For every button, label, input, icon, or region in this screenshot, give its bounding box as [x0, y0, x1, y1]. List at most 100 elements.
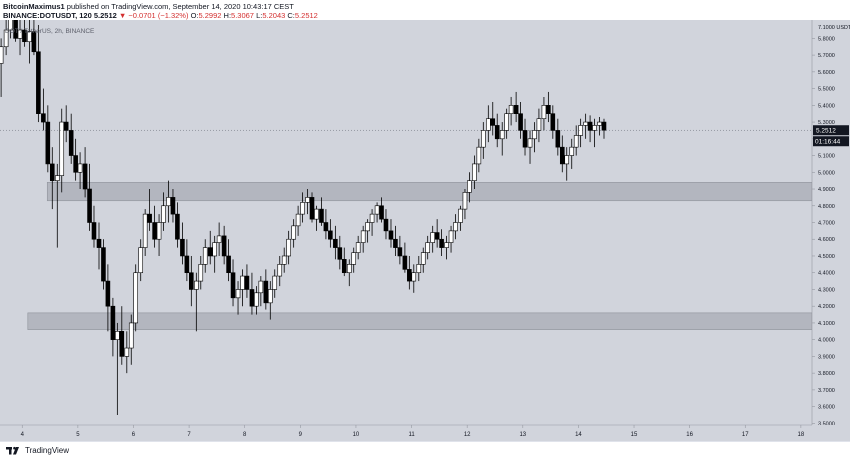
time-axis: 4 5 6 7 8 9 10 11 12 13 14 15 16 17 18 — [0, 424, 850, 441]
time-tick-label: 10 — [353, 432, 360, 438]
candle — [486, 105, 491, 143]
price-tick-label: 5.1000 — [818, 154, 835, 160]
price-tick-label: 3.8000 — [818, 371, 835, 377]
candle — [494, 113, 500, 148]
candle — [194, 272, 199, 332]
candle-body — [573, 135, 579, 148]
ohlc-high-label: H: — [223, 11, 232, 20]
candle — [63, 105, 69, 143]
author-name[interactable]: BitcoinMaximus1 — [3, 2, 65, 11]
candle-body — [411, 272, 417, 282]
candle — [444, 235, 449, 260]
candle — [212, 235, 217, 273]
candle — [379, 197, 384, 223]
candle — [351, 247, 357, 273]
candle-body — [119, 331, 125, 357]
candle-body — [420, 252, 426, 265]
candle — [115, 322, 120, 415]
candle-body — [407, 269, 412, 282]
candle — [573, 125, 579, 156]
candle — [472, 155, 477, 190]
candle — [601, 118, 607, 139]
zones-layer — [27, 182, 813, 330]
candle — [564, 147, 570, 181]
candle-body — [110, 305, 116, 340]
support-zone[interactable] — [27, 312, 813, 330]
candle-body — [142, 213, 148, 248]
candle-body — [369, 213, 375, 223]
price-tick-label: 4.1000 — [818, 321, 835, 327]
ohlc-close: 5.2512 — [294, 11, 318, 20]
price-tick-label: 5.3000 — [818, 120, 835, 126]
candle — [230, 259, 236, 307]
candle-body — [513, 105, 519, 114]
price-tick-label: 4.5000 — [818, 254, 835, 260]
candle — [309, 192, 315, 223]
candle-body — [31, 31, 37, 53]
candle-body — [263, 280, 269, 304]
candle — [481, 122, 486, 159]
candle-body — [346, 264, 352, 274]
candle — [411, 264, 417, 293]
price-axis: 7.1000 USDT 5.8000 5.7000 5.6000 5.5000 5.400… — [811, 20, 850, 427]
candle — [300, 192, 305, 223]
price-tick-label: 5.5000 — [818, 87, 835, 93]
candle — [161, 192, 166, 231]
price-tick-label: 5.4000 — [818, 103, 835, 109]
resistance-support-zone[interactable] — [46, 182, 813, 202]
candle-body — [281, 255, 287, 265]
candle-body — [277, 264, 283, 277]
tradingview-logo[interactable]: TradingView — [6, 446, 69, 455]
candle-body — [59, 121, 65, 176]
candle-body — [180, 238, 185, 257]
candle-body — [319, 208, 324, 223]
candle — [295, 205, 301, 236]
price-tick-label: 5.8000 — [818, 36, 835, 42]
candle — [527, 130, 533, 164]
candle — [448, 225, 454, 253]
candle-body — [91, 222, 97, 240]
tradingview-logo-icon — [6, 446, 19, 455]
candle-body — [504, 113, 509, 131]
candle — [198, 255, 204, 290]
candle — [249, 272, 255, 315]
candle-body — [522, 130, 528, 148]
candle — [522, 118, 528, 156]
candle — [397, 235, 403, 265]
candle-body — [295, 213, 301, 227]
time-tick-label: 7 — [187, 432, 191, 438]
candlestick-chart[interactable]: DOT / TetherUS, 2h, BINANCE 7.1000 USDT 5… — [0, 8, 850, 441]
candle-body — [337, 247, 343, 260]
current-price-text: 5.2512 — [93, 11, 117, 20]
candle — [27, 18, 32, 64]
price-tick-label: 3.9000 — [818, 354, 835, 360]
price-tick-label: 4.6000 — [818, 237, 835, 243]
candle-body — [550, 113, 556, 131]
candle-body — [444, 242, 449, 248]
candle-body — [212, 242, 217, 257]
candle — [277, 255, 283, 287]
candle-body — [77, 163, 83, 173]
chart-frame[interactable]: DOT / TetherUS, 2h, BINANCE 7.1000 USDT 5… — [0, 8, 850, 441]
candle-body — [68, 130, 74, 156]
candle-body — [63, 121, 69, 131]
candle-body — [49, 163, 55, 181]
candle-body — [152, 222, 157, 240]
candle — [41, 88, 46, 131]
candle — [462, 189, 468, 220]
candle-body — [147, 213, 152, 223]
candle-body — [448, 230, 454, 243]
candle-body — [0, 46, 4, 64]
candle-body — [333, 238, 338, 248]
candle — [369, 209, 375, 236]
time-tick-label: 8 — [243, 432, 247, 438]
price-tick-label: 3.7000 — [818, 388, 835, 394]
candle — [508, 96, 514, 126]
candle-body — [170, 197, 176, 215]
candle — [402, 242, 408, 273]
candle — [68, 113, 74, 164]
candle — [59, 108, 65, 193]
candle — [291, 219, 296, 248]
candle-body — [230, 272, 236, 299]
candle-body — [202, 247, 208, 265]
